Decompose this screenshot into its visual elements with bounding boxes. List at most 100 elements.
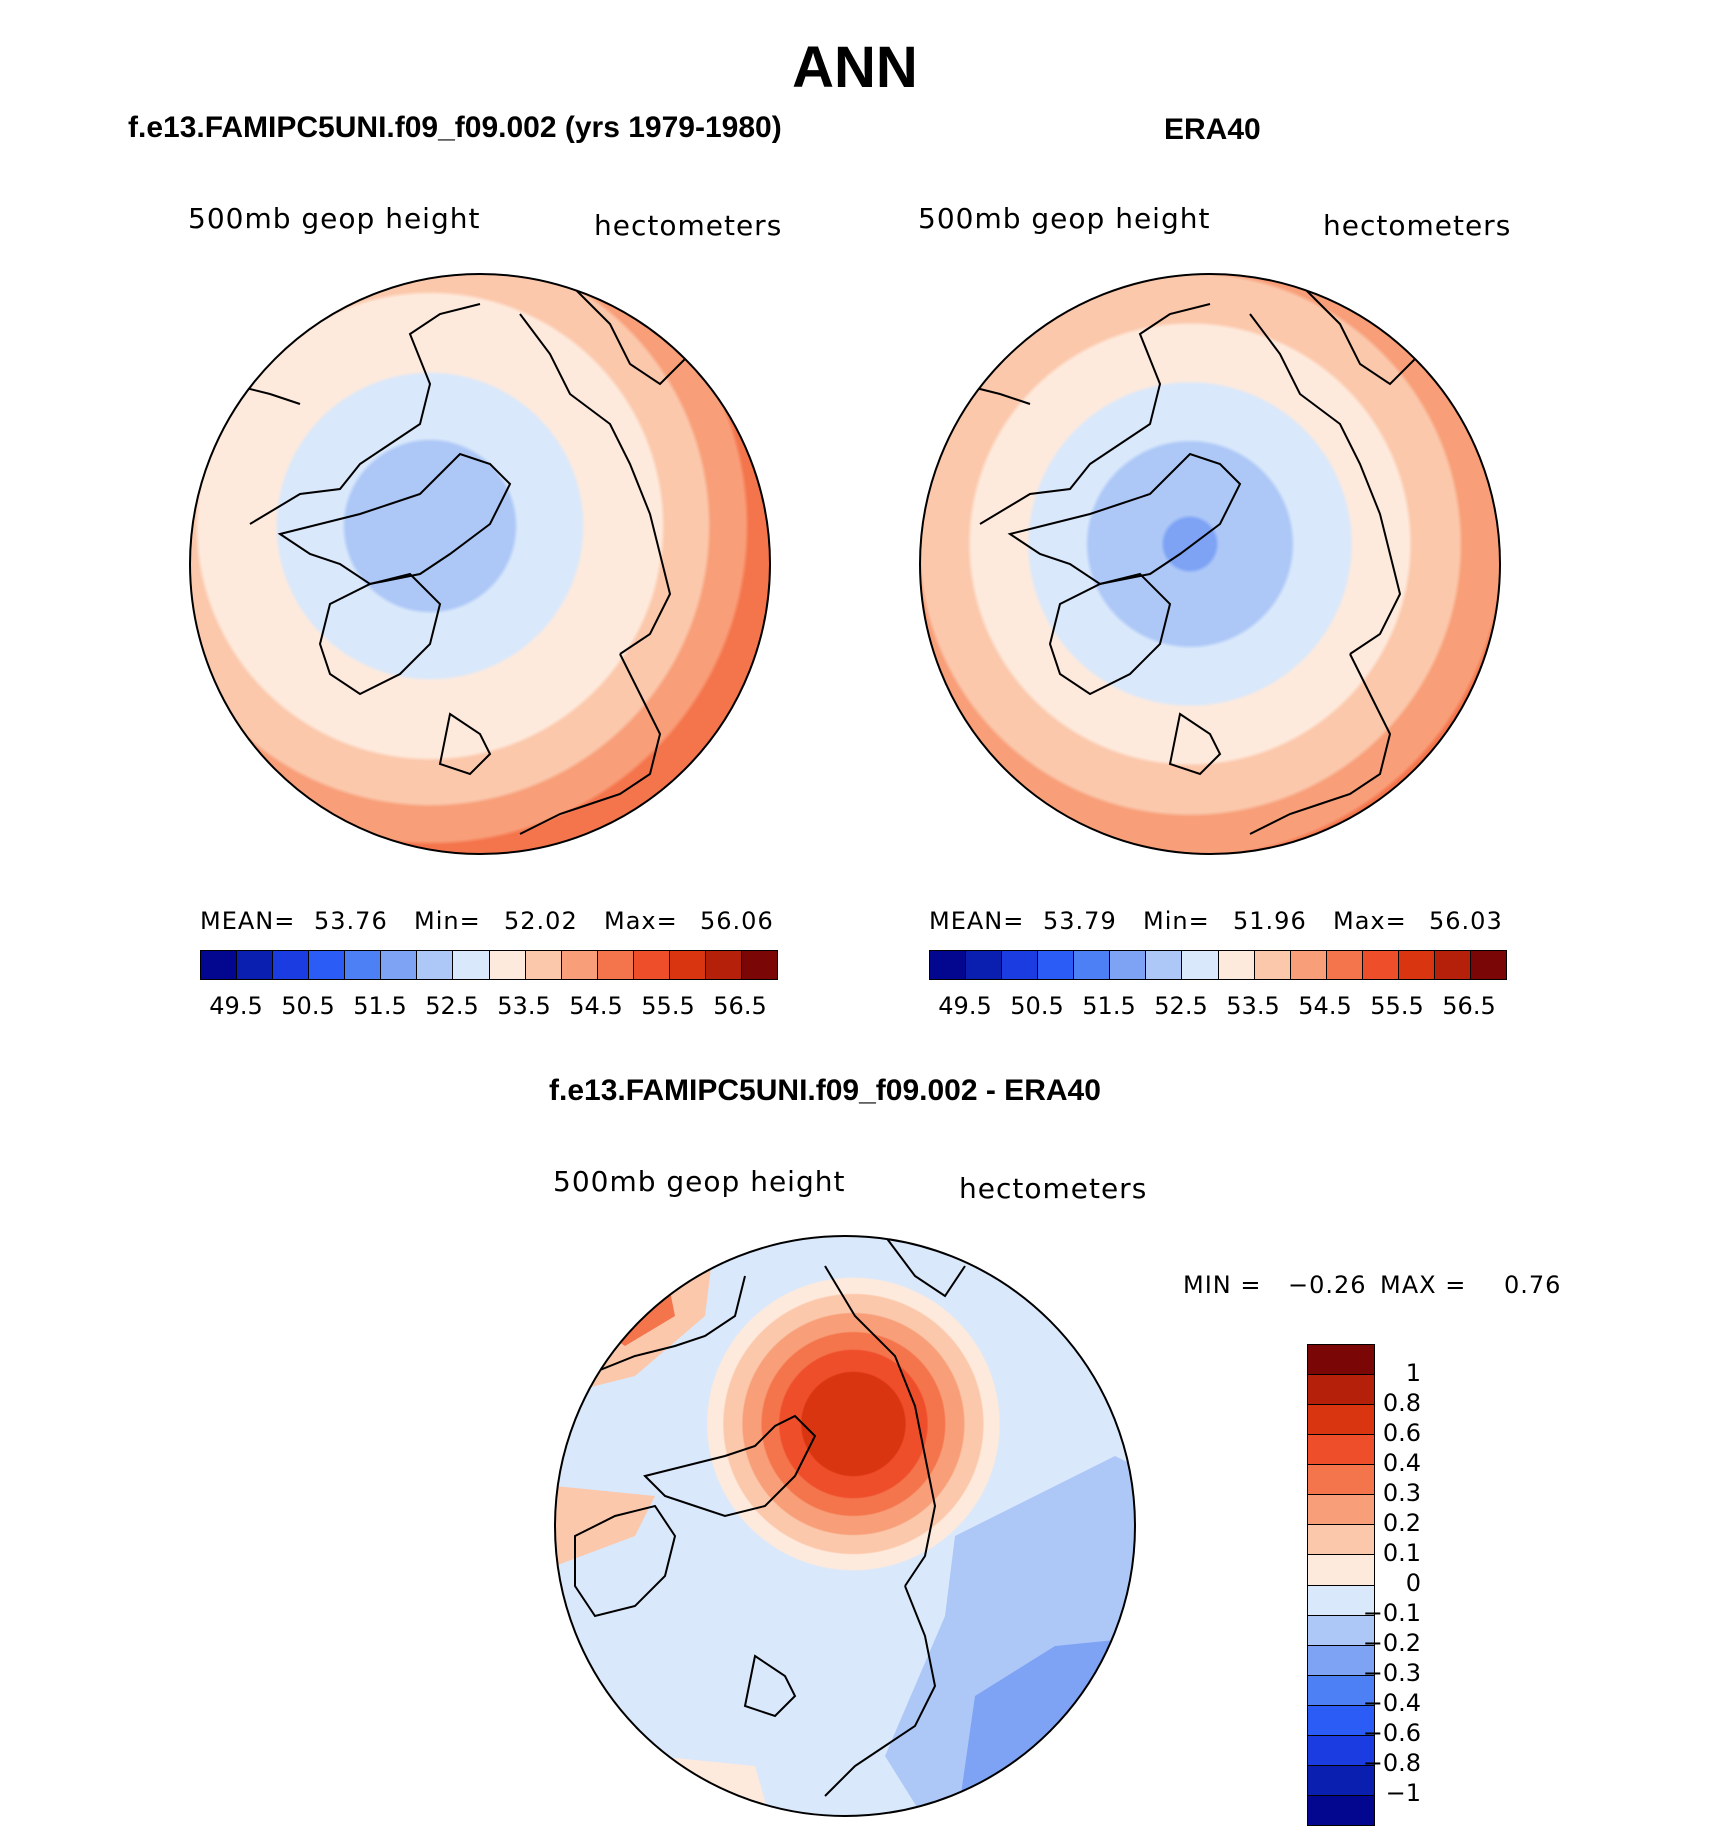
- colorbar-tick-label: 54.5: [1298, 992, 1352, 1020]
- colorbar-tick-label: −0.8: [1362, 1749, 1421, 1777]
- panel1-min-value: 52.02: [504, 907, 578, 935]
- colorbar-swatch: [1146, 951, 1183, 979]
- colorbar-tick-label: 50.5: [281, 992, 335, 1020]
- colorbar-swatch: [1470, 951, 1506, 979]
- colorbar-swatch: [1308, 1645, 1374, 1676]
- colorbar-tick-label: 0.8: [1382, 1389, 1421, 1417]
- colorbar-tick-label: 52.5: [1154, 992, 1208, 1020]
- panel2-title: ERA40: [1164, 113, 1261, 146]
- colorbar-swatch: [417, 951, 454, 979]
- colorbar-tick-label: 0.4: [1382, 1449, 1421, 1477]
- colorbar-tick-label: 54.5: [569, 992, 623, 1020]
- colorbar-tick-label: −0.1: [1362, 1599, 1421, 1627]
- map-model-500mb: [189, 273, 771, 855]
- colorbar-swatch: [345, 951, 382, 979]
- colorbar-panel1: [200, 950, 778, 980]
- colorbar-swatch: [1308, 1765, 1374, 1796]
- colorbar-swatch: [1254, 951, 1291, 979]
- diff-panel-title: f.e13.FAMIPC5UNI.f09_f09.002 - ERA40: [549, 1074, 1101, 1107]
- colorbar-swatch: [1308, 1525, 1374, 1556]
- colorbar-tick-label: 0.6: [1382, 1419, 1421, 1447]
- colorbar-swatch: [1182, 951, 1219, 979]
- colorbar-swatch: [1002, 951, 1039, 979]
- colorbar-tick-label: 50.5: [1010, 992, 1064, 1020]
- colorbar-swatch: [1308, 1405, 1374, 1436]
- colorbar-tick-label: 49.5: [209, 992, 263, 1020]
- colorbar-swatch: [489, 951, 526, 979]
- colorbar-swatch: [201, 951, 238, 979]
- colorbar-swatch: [705, 951, 742, 979]
- colorbar-swatch: [237, 951, 274, 979]
- colorbar-swatch: [966, 951, 1003, 979]
- panel2-min-value: 51.96: [1233, 907, 1307, 935]
- colorbar-swatch: [1326, 951, 1363, 979]
- colorbar-tick-label: 53.5: [497, 992, 551, 1020]
- panel2-mean-value: 53.79: [1043, 907, 1117, 935]
- colorbar-tick-label: 49.5: [938, 992, 992, 1020]
- main-title: ANN: [792, 35, 918, 100]
- colorbar-swatch: [1308, 1345, 1374, 1376]
- colorbar-tick-label: −1: [1385, 1779, 1421, 1807]
- diff-min-label: MIN =: [1183, 1271, 1262, 1299]
- colorbar-swatch: [1308, 1735, 1374, 1766]
- colorbar-swatch: [741, 951, 777, 979]
- colorbar-swatch: [633, 951, 670, 979]
- colorbar-difference: [1307, 1344, 1375, 1826]
- colorbar-swatch: [669, 951, 706, 979]
- colorbar-swatch: [309, 951, 346, 979]
- colorbar-swatch: [1308, 1435, 1374, 1466]
- colorbar-swatch: [930, 951, 967, 979]
- colorbar-swatch: [1308, 1795, 1374, 1825]
- colorbar-swatch: [1308, 1555, 1374, 1586]
- panel2-variable-label: 500mb geop height: [918, 202, 1211, 235]
- diff-variable-label: 500mb geop height: [553, 1165, 846, 1198]
- colorbar-swatch: [1308, 1585, 1374, 1616]
- colorbar-swatch: [525, 951, 562, 979]
- colorbar-swatch: [1362, 951, 1399, 979]
- colorbar-swatch: [1110, 951, 1147, 979]
- map-difference-500mb: [554, 1235, 1136, 1817]
- panel2-units-label: hectometers: [1323, 209, 1512, 242]
- colorbar-tick-label: −0.4: [1362, 1689, 1421, 1717]
- colorbar-swatch: [1308, 1615, 1374, 1646]
- panel2-min-label: Min=: [1143, 907, 1210, 935]
- colorbar-tick-label: −0.3: [1362, 1659, 1421, 1687]
- panel1-max-value: 56.06: [700, 907, 774, 935]
- colorbar-swatch: [597, 951, 634, 979]
- panel1-max-label: Max=: [604, 907, 678, 935]
- colorbar-swatch: [1038, 951, 1075, 979]
- colorbar-swatch: [1434, 951, 1471, 979]
- panel1-units-label: hectometers: [594, 209, 783, 242]
- panel1-min-label: Min=: [414, 907, 481, 935]
- colorbar-tick-label: 56.5: [1442, 992, 1496, 1020]
- colorbar-tick-label: −0.2: [1362, 1629, 1421, 1657]
- colorbar-swatch: [561, 951, 598, 979]
- colorbar-tick-label: 1: [1405, 1359, 1421, 1387]
- colorbar-swatch: [1218, 951, 1255, 979]
- colorbar-tick-label: 56.5: [713, 992, 767, 1020]
- map-era40-500mb: [919, 273, 1501, 855]
- colorbar-panel2: [929, 950, 1507, 980]
- colorbar-swatch: [1308, 1495, 1374, 1526]
- panel1-title: f.e13.FAMIPC5UNI.f09_f09.002 (yrs 1979-1…: [128, 111, 782, 144]
- colorbar-tick-label: 0: [1405, 1569, 1421, 1597]
- colorbar-tick-label: 0.2: [1382, 1509, 1421, 1537]
- panel1-variable-label: 500mb geop height: [188, 202, 481, 235]
- colorbar-swatch: [1308, 1675, 1374, 1706]
- colorbar-swatch: [273, 951, 310, 979]
- panel2-max-value: 56.03: [1429, 907, 1503, 935]
- colorbar-tick-label: 55.5: [1370, 992, 1424, 1020]
- diff-max-label: MAX =: [1380, 1271, 1467, 1299]
- colorbar-swatch: [1308, 1465, 1374, 1496]
- colorbar-tick-label: 53.5: [1226, 992, 1280, 1020]
- colorbar-swatch: [1308, 1375, 1374, 1406]
- diff-max-value: 0.76: [1504, 1271, 1562, 1299]
- colorbar-swatch: [381, 951, 418, 979]
- diff-min-value: −0.26: [1288, 1271, 1367, 1299]
- colorbar-tick-label: 0.3: [1382, 1479, 1421, 1507]
- colorbar-tick-label: 51.5: [353, 992, 407, 1020]
- colorbar-swatch: [1290, 951, 1327, 979]
- colorbar-tick-label: 55.5: [641, 992, 695, 1020]
- colorbar-swatch: [1074, 951, 1111, 979]
- colorbar-tick-label: 52.5: [425, 992, 479, 1020]
